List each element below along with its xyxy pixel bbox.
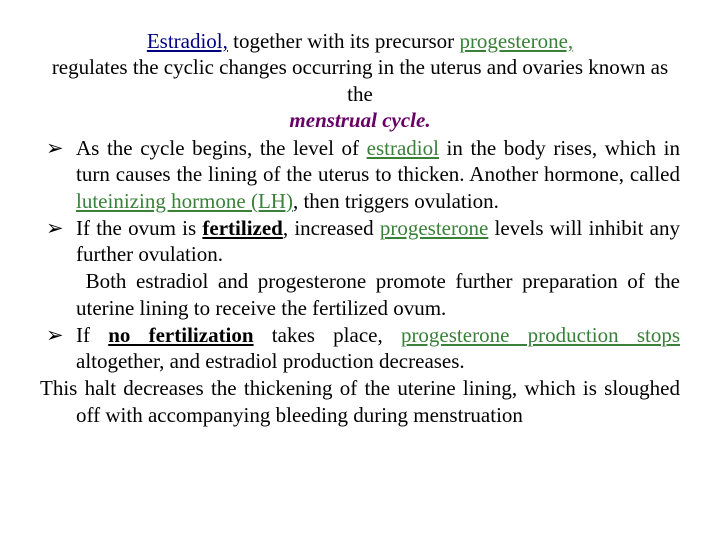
final-text: This halt decreases the thickening of th… xyxy=(40,376,680,426)
final-paragraph: This halt decreases the thickening of th… xyxy=(40,375,680,428)
b1-estradiol: estradiol xyxy=(367,136,439,160)
intro-t2: regulates the cyclic changes occurring i… xyxy=(52,55,668,105)
b3-p1: If xyxy=(76,323,108,347)
bullet-list: ➢ As the cycle begins, the level of estr… xyxy=(40,135,680,428)
b3-no-fertilization: no fertilization xyxy=(108,323,253,347)
b1-p5: , then triggers ovulation. xyxy=(293,189,499,213)
term-progesterone: progesterone, xyxy=(459,29,573,53)
chevron-right-icon: ➢ xyxy=(46,135,64,161)
b2-p3: , increased xyxy=(283,216,380,240)
chevron-right-icon: ➢ xyxy=(46,215,64,241)
bullet-1: ➢ As the cycle begins, the level of estr… xyxy=(40,135,680,214)
b1-p1: As the cycle begins, the level of xyxy=(76,136,367,160)
plain-line-1: Both estradiol and progesterone promote … xyxy=(40,268,680,321)
slide-body: Estradiol, together with its precursor p… xyxy=(0,0,720,448)
b2-p1: If the ovum is xyxy=(76,216,202,240)
b3-p3: takes place, xyxy=(254,323,401,347)
plain1-text: Both estradiol and progesterone promote … xyxy=(76,269,680,319)
bullet-3: ➢ If no fertilization takes place, proge… xyxy=(40,322,680,375)
intro-t1: together with its precursor xyxy=(228,29,460,53)
term-menstrual-cycle: menstrual cycle. xyxy=(289,108,430,132)
b3-p5: altogether, and estradiol production dec… xyxy=(76,349,465,373)
chevron-right-icon: ➢ xyxy=(46,322,64,348)
b2-fertilized: fertilized xyxy=(202,216,282,240)
intro-paragraph: Estradiol, together with its precursor p… xyxy=(40,28,680,133)
b3-progesterone-stops: progesterone production stops xyxy=(401,323,680,347)
term-estradiol: Estradiol, xyxy=(147,29,228,53)
bullet-2: ➢ If the ovum is fertilized, increased p… xyxy=(40,215,680,268)
b2-progesterone: progesterone xyxy=(380,216,488,240)
b1-lh: luteinizing hormone (LH) xyxy=(76,189,293,213)
